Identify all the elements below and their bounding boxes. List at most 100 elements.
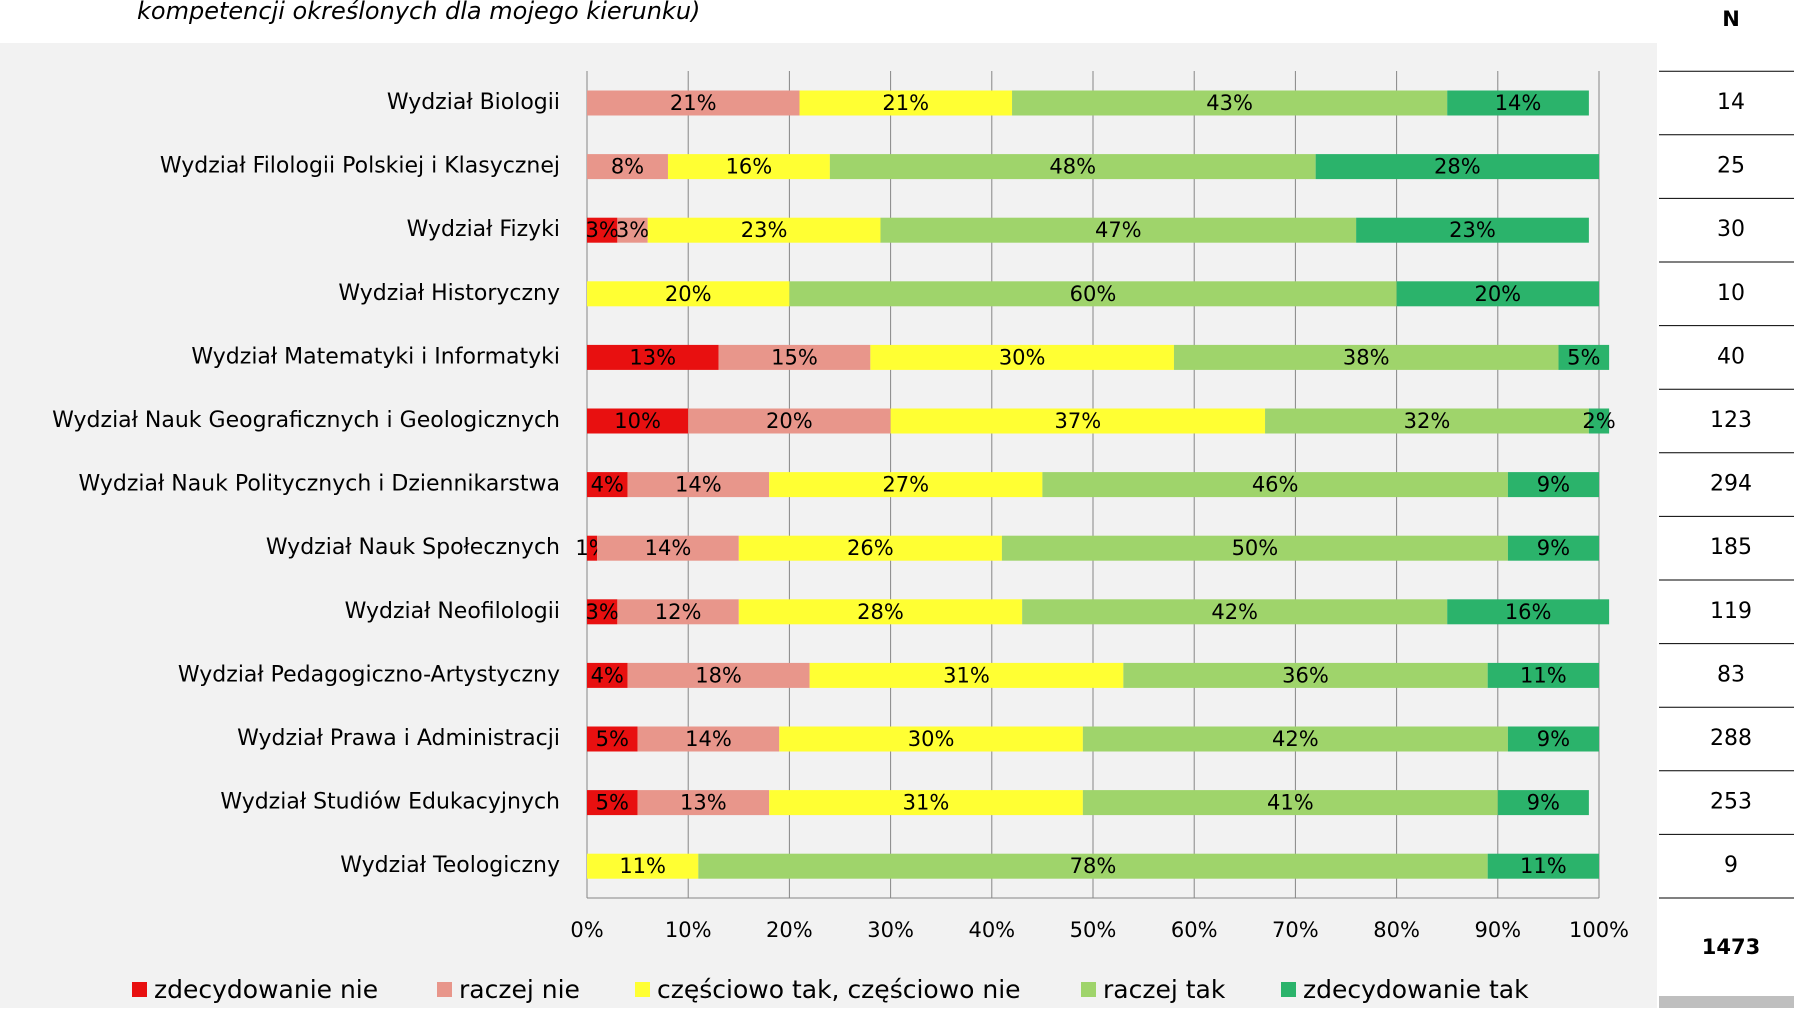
bar-segment [1082,726,1508,752]
data-label: 50% [1232,536,1279,560]
data-label: 26% [847,536,894,560]
n-value: 14 [1717,90,1745,115]
bar-segment [1265,408,1589,434]
data-label: 21% [882,91,929,115]
category-label: Wydział Nauk Społecznych [266,535,560,560]
bar-segment [587,472,628,498]
bar-segment [1507,726,1599,752]
bar-segment [1123,662,1488,688]
x-tick-label: 0% [570,918,603,942]
bar-segment [809,662,1124,688]
data-label: 30% [908,727,955,751]
bar-segment [738,599,1023,625]
bar-segment [870,344,1174,370]
category-label: Wydział Pedagogiczno-Artystyczny [178,662,560,687]
data-label: 28% [1434,155,1481,179]
category-label: Wydział Historyczny [338,281,560,306]
category-label: Wydział Matematyki i Informatyki [191,344,560,369]
n-value: 10 [1717,281,1745,306]
x-tick-label: 30% [867,918,914,942]
chart-background [0,43,1657,1008]
bar-segment [1447,90,1589,116]
data-label: 16% [726,155,773,179]
n-value: 119 [1710,599,1752,624]
data-label: 9% [1527,791,1560,815]
data-label: 18% [695,663,742,687]
bar-segment [769,790,1083,816]
bar-segment [1022,599,1448,625]
data-label: 21% [670,91,717,115]
bar-segment [617,599,739,625]
bar-segment [1042,472,1508,498]
data-label: 2% [1582,409,1615,433]
bar-segment [1001,535,1508,561]
data-label: 14% [675,473,722,497]
bar-segment [587,344,719,370]
n-value: 9 [1724,853,1738,878]
bar-segment [1012,90,1448,116]
data-label: 12% [655,600,702,624]
category-label: Wydział Prawa i Administracji [237,726,560,751]
data-label: 30% [999,345,1046,369]
data-label: 31% [903,791,950,815]
data-label: 9% [1537,473,1570,497]
category-label: Wydział Teologiczny [340,853,560,878]
data-label: 43% [1206,91,1253,115]
bar-segment [587,790,638,816]
data-label: 20% [1474,282,1521,306]
data-label: 28% [857,600,904,624]
bar-segment [718,344,871,370]
bar-segment [799,90,1013,116]
legend-swatch [635,982,650,997]
data-label: 41% [1267,791,1314,815]
bar-segment [587,217,618,243]
data-label: 16% [1505,600,1552,624]
data-label: 5% [596,727,629,751]
bar-segment [587,281,790,307]
data-label: 42% [1272,727,1319,751]
bar-segment [1447,599,1610,625]
data-label: 32% [1404,409,1451,433]
data-label: 46% [1252,473,1299,497]
bar-segment [587,853,699,879]
bar-segment [789,281,1397,307]
data-label: 47% [1095,218,1142,242]
data-label: 3% [586,600,619,624]
data-label: 9% [1537,536,1570,560]
bar-segment [597,535,739,561]
data-label: 36% [1282,663,1329,687]
data-label: 3% [616,218,649,242]
data-label: 20% [766,409,813,433]
data-label: 11% [619,854,666,878]
data-label: 5% [596,791,629,815]
bar-segment [1173,344,1559,370]
n-value: 25 [1717,154,1745,179]
data-label: 60% [1070,282,1117,306]
data-label: 4% [591,663,624,687]
x-tick-label: 90% [1474,918,1521,942]
x-tick-label: 60% [1171,918,1218,942]
x-tick-label: 70% [1272,918,1319,942]
n-value: 185 [1710,535,1752,560]
bar-segment [1507,472,1599,498]
bar-segment [637,790,770,816]
category-label: Wydział Nauk Geograficznych i Geologiczn… [52,408,560,433]
n-value: 83 [1717,662,1745,687]
bar-segment [637,726,780,752]
bar-segment [627,472,770,498]
bar-segment [738,535,1002,561]
data-label: 8% [611,155,644,179]
data-label: 11% [1520,854,1567,878]
data-label: 42% [1211,600,1258,624]
data-label: 23% [1449,218,1496,242]
bar-segment [779,726,1083,752]
category-label: Wydział Studiów Edukacyjnych [220,790,560,815]
data-label: 27% [882,473,929,497]
bar-segment [1497,790,1589,816]
n-value: 288 [1710,726,1752,751]
data-label: 31% [943,663,990,687]
bar-segment [1588,408,1610,434]
bar-segment [587,662,628,688]
bar-segment [627,662,810,688]
